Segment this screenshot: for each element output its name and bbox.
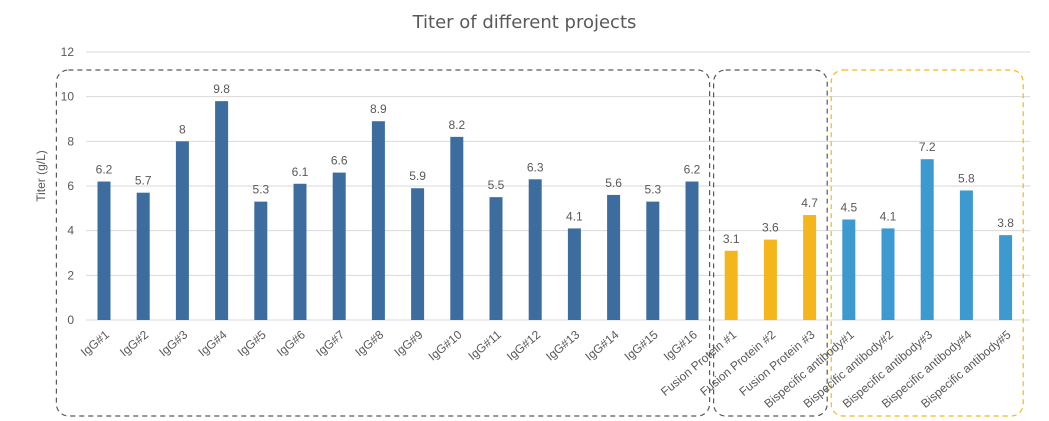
bar xyxy=(881,228,895,320)
data-label: 6.3 xyxy=(527,160,544,174)
bar xyxy=(293,183,307,320)
data-label: 6.6 xyxy=(331,154,348,168)
data-label: 5.3 xyxy=(252,183,269,197)
x-tick-label: IgG#4 xyxy=(195,327,229,359)
bar xyxy=(254,201,268,320)
data-label: 5.6 xyxy=(605,176,622,190)
bar xyxy=(371,121,385,320)
x-tick-label: IgG#2 xyxy=(117,327,151,359)
data-label: 9.8 xyxy=(213,82,230,96)
bar xyxy=(607,194,621,320)
y-tick-label: 6 xyxy=(67,179,74,193)
y-tick-label: 8 xyxy=(67,134,74,148)
data-label: 5.3 xyxy=(644,183,661,197)
data-label: 3.6 xyxy=(762,221,779,235)
data-label: 4.7 xyxy=(801,196,818,210)
bar xyxy=(724,250,738,320)
bar xyxy=(999,235,1013,320)
x-tick-label: IgG#6 xyxy=(274,327,308,359)
data-label: 4.1 xyxy=(880,209,897,223)
data-label: 5.8 xyxy=(958,171,975,185)
y-axis-label: Titer (g/L) xyxy=(34,150,48,202)
x-tick-label: IgG#3 xyxy=(156,327,190,359)
bar xyxy=(489,197,503,320)
y-tick-label: 12 xyxy=(61,45,75,59)
bar xyxy=(136,192,150,320)
x-tick-label: IgG#14 xyxy=(582,327,621,363)
bar xyxy=(567,228,581,320)
bar xyxy=(763,239,777,320)
x-tick-label: IgG#12 xyxy=(504,327,543,363)
bar xyxy=(332,172,346,320)
y-tick-label: 2 xyxy=(67,268,74,282)
bar xyxy=(842,219,856,320)
data-label: 8.9 xyxy=(370,102,387,116)
data-label: 4.1 xyxy=(566,209,583,223)
x-tick-label: IgG#15 xyxy=(622,327,661,363)
bar xyxy=(685,181,699,320)
data-label: 5.5 xyxy=(488,178,505,192)
bar xyxy=(411,188,425,320)
bar xyxy=(959,190,973,320)
bar xyxy=(528,179,542,320)
x-tick-label: IgG#8 xyxy=(352,327,386,359)
bar xyxy=(646,201,660,320)
data-label: 4.5 xyxy=(840,201,857,215)
data-label: 3.1 xyxy=(723,232,740,246)
y-tick-label: 10 xyxy=(61,90,75,104)
data-label: 8.2 xyxy=(448,118,465,132)
bar xyxy=(97,181,111,320)
y-tick-label: 0 xyxy=(67,313,74,327)
data-label: 6.2 xyxy=(96,163,113,177)
bar xyxy=(175,141,189,320)
data-label: 7.2 xyxy=(919,140,936,154)
x-tick-label: IgG#5 xyxy=(235,327,269,359)
chart-title: Titer of different projects xyxy=(412,12,637,33)
data-label: 6.1 xyxy=(292,165,309,179)
x-tick-label: IgG#9 xyxy=(391,327,425,359)
bar xyxy=(920,159,934,320)
bar xyxy=(803,215,817,320)
y-tick-label: 4 xyxy=(67,224,74,238)
bar xyxy=(450,136,464,320)
x-tick-label: IgG#10 xyxy=(426,327,465,363)
data-label: 8 xyxy=(179,122,186,136)
x-tick-label: IgG#1 xyxy=(78,327,112,359)
x-tick-label: IgG#7 xyxy=(313,327,347,359)
x-tick-label: IgG#13 xyxy=(543,327,582,363)
data-label: 5.7 xyxy=(135,174,152,188)
data-label: 3.8 xyxy=(997,216,1014,230)
data-label: 6.2 xyxy=(684,163,701,177)
x-tick-label: IgG#11 xyxy=(465,327,504,363)
group-box xyxy=(830,69,1024,417)
data-label: 5.9 xyxy=(409,169,426,183)
bar xyxy=(215,101,229,320)
